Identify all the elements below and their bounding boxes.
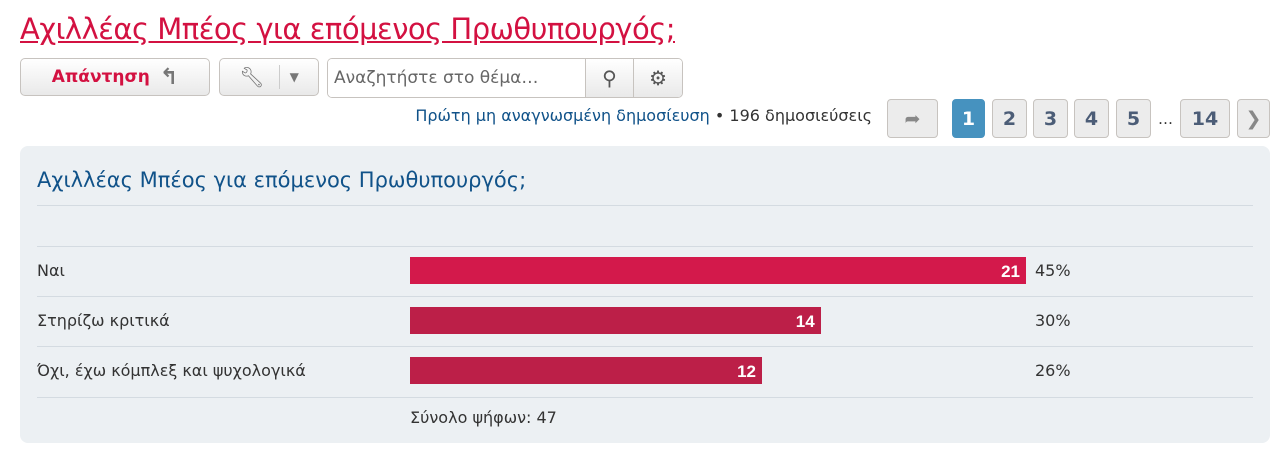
poll-option: Ναι 21 45% (37, 247, 1253, 297)
page-3[interactable]: 3 (1033, 99, 1068, 138)
separator: • (709, 106, 730, 125)
wrench-icon: 🔧︎ (239, 65, 265, 89)
poll-total: Σύνολο ψήφων: 47 (410, 408, 557, 427)
chevron-right-icon: ❯ (1245, 107, 1262, 130)
page-1[interactable]: 1 (952, 99, 985, 138)
poll-bar: 12 (410, 357, 762, 384)
gear-icon: ⚙ (649, 66, 668, 90)
poll-option: Στηρίζω κριτικά 14 30% (37, 297, 1253, 347)
poll-option-label: Όχι, έχω κόμπλεξ και ψυχολογικά (37, 361, 306, 380)
page-14[interactable]: 14 (1180, 99, 1230, 138)
divider (37, 397, 1253, 398)
pagination-ellipsis: … (1158, 110, 1173, 128)
topic-search: ⚲ ⚙ (327, 58, 683, 98)
reply-arrow-icon: ↰ (159, 64, 179, 90)
page-4[interactable]: 4 (1074, 99, 1109, 138)
jump-arrow-icon: ➦ (904, 107, 921, 130)
jump-to-page-button[interactable]: ➦ (887, 99, 938, 138)
page-5[interactable]: 5 (1116, 99, 1151, 138)
search-input[interactable] (328, 59, 585, 97)
reply-label: Απάντηση (51, 67, 150, 87)
chevron-down-icon: ▼ (289, 70, 299, 84)
reply-button[interactable]: Απάντηση ↰ (20, 58, 210, 96)
poll-percent: 45% (1035, 261, 1071, 280)
poll-percent: 26% (1035, 361, 1071, 380)
page-2[interactable]: 2 (992, 99, 1027, 138)
search-icon: ⚲ (602, 66, 617, 90)
poll-title: Αχιλλέας Μπέος για επόμενος Πρωθυπουργός… (37, 168, 527, 192)
divider (37, 246, 1253, 247)
poll-percent: 30% (1035, 311, 1071, 330)
divider (37, 346, 1253, 347)
next-page-button[interactable]: ❯ (1237, 99, 1270, 138)
first-unread-link[interactable]: Πρώτη μη αναγνωσμένη δημοσίευση (415, 106, 710, 125)
topic-tools-dropdown[interactable]: 🔧︎ ▼ (219, 58, 319, 96)
divider (37, 296, 1253, 297)
poll-bar: 21 (410, 257, 1026, 284)
topic-title-link[interactable]: Αχιλλέας Μπέος για επόμενος Πρωθυπουργός… (20, 12, 676, 46)
post-count: 196 δημοσιεύσεις (729, 106, 872, 125)
divider (37, 205, 1253, 206)
poll-option-label: Στηρίζω κριτικά (37, 311, 170, 330)
poll-panel: Αχιλλέας Μπέος για επόμενος Πρωθυπουργός… (20, 146, 1270, 443)
poll-option-label: Ναι (37, 261, 65, 280)
poll-bar: 14 (410, 307, 821, 334)
advanced-search-button[interactable]: ⚙ (633, 59, 682, 97)
search-button[interactable]: ⚲ (584, 59, 634, 97)
poll-option: Όχι, έχω κόμπλεξ και ψυχολογικά 12 26% (37, 347, 1253, 397)
topic-meta: Πρώτη μη αναγνωσμένη δημοσίευση • 196 δη… (415, 106, 872, 125)
